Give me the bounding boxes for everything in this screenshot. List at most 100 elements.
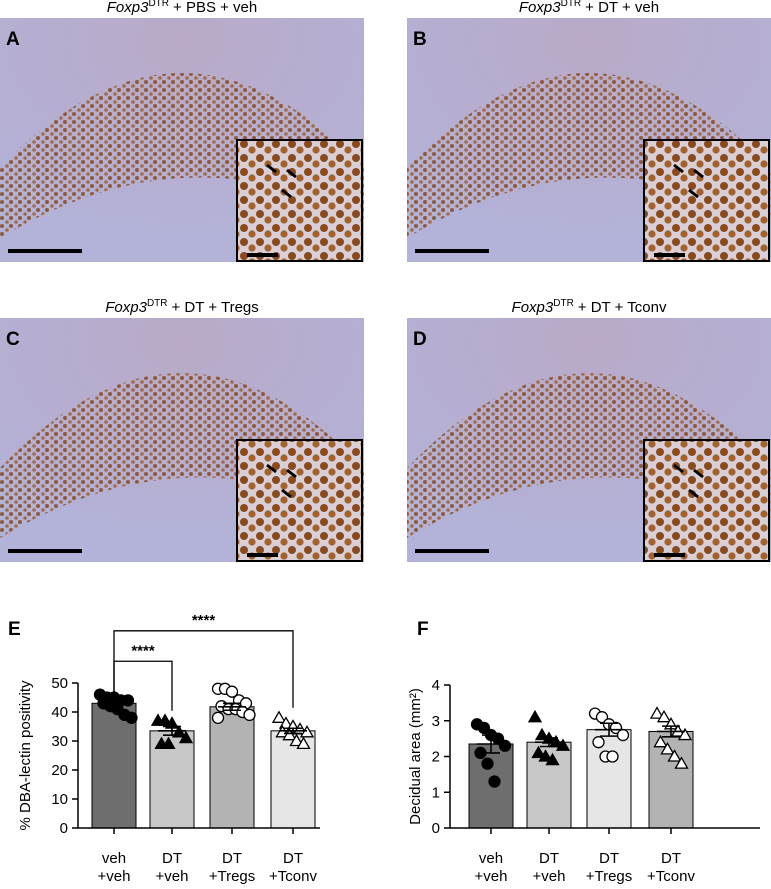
arrow: [266, 163, 277, 174]
superscript: DTR: [148, 0, 169, 9]
data-point: [178, 730, 194, 744]
y-tick-label: 1: [432, 784, 440, 801]
data-point: [606, 750, 619, 763]
error-bar: [657, 725, 685, 738]
y-tick-label: 0: [60, 820, 68, 837]
data-point: [649, 706, 665, 719]
x-tick-label: +veh: [156, 868, 189, 885]
panel-letter: A: [6, 29, 20, 50]
data-point: [531, 745, 546, 759]
data-point: [243, 708, 256, 722]
decidua-region: [407, 73, 771, 238]
x-tick-label: +veh: [98, 868, 131, 885]
data-point: [653, 734, 668, 748]
data-point: [271, 710, 287, 723]
x-tick-label: +Tregs: [586, 868, 633, 885]
x-tick-label: +Tconv: [269, 868, 317, 885]
panel-letter: B: [413, 29, 427, 50]
arrow: [281, 188, 292, 199]
chart: E% DBA-lectin positivity 01020304050veh+v…: [8, 612, 320, 885]
decidua-region: [407, 373, 771, 538]
y-tick-label: 40: [51, 704, 68, 721]
x-tick-label: +veh: [533, 868, 566, 885]
y-tick-label: 30: [51, 733, 68, 750]
superscript: DTR: [147, 298, 168, 309]
x-tick-label: +Tconv: [647, 868, 695, 885]
superscript: DTR: [561, 0, 582, 9]
inset: [236, 439, 363, 562]
error-bar: [477, 734, 505, 754]
x-tick-label: DT: [162, 850, 182, 867]
data-point: [121, 694, 135, 707]
error-bar: [535, 737, 563, 748]
inset: [643, 439, 770, 562]
data-point: [498, 739, 512, 752]
y-tick-label: 4: [432, 677, 440, 694]
arrow: [281, 488, 292, 499]
data-point: [527, 709, 543, 723]
condition: + DT + veh: [585, 0, 659, 16]
panel-letter: E: [8, 619, 21, 640]
gene: Foxp3: [105, 299, 147, 316]
panel-title: Foxp3DTR + DT + Tregs: [105, 298, 259, 316]
x-tick-label: DT: [661, 850, 681, 867]
data-point: [225, 685, 239, 698]
y-axis-label: % DBA-lectin positivity: [17, 680, 34, 831]
gene: Foxp3: [519, 0, 561, 16]
data-point: [289, 733, 304, 747]
data-point: [592, 736, 605, 749]
y-tick-label: 3: [432, 713, 440, 730]
error-bar: [100, 699, 128, 708]
panel-letter: C: [6, 329, 20, 350]
panel-letter: D: [413, 329, 427, 350]
panel-title: Foxp3DTR + PBS + veh: [107, 0, 258, 16]
data-point: [677, 727, 693, 741]
bar: [648, 730, 694, 829]
micrograph-panel: A Foxp3DTR + PBS + veh: [0, 0, 364, 262]
data-point: [157, 713, 173, 726]
error-bar: [218, 702, 246, 712]
y-tick-label: 0: [432, 820, 440, 837]
condition: + PBS + veh: [173, 0, 257, 16]
significance-label: ****: [192, 612, 216, 629]
micrograph-panel: D Foxp3DTR + DT + Tconv: [407, 298, 771, 562]
condition: + DT + Tconv: [578, 299, 667, 316]
data-point: [282, 727, 297, 741]
y-tick-label: 50: [51, 675, 68, 692]
data-point: [545, 752, 560, 766]
inset: [643, 139, 770, 262]
arrow: [673, 463, 684, 474]
panel-title: Foxp3DTR + DT + Tconv: [512, 298, 667, 316]
arrow: [688, 488, 699, 499]
significance-bracket: [113, 630, 294, 708]
data-point: [534, 727, 550, 741]
data-point: [667, 749, 682, 762]
panel-letter: F: [417, 619, 429, 640]
data-point: [616, 728, 630, 742]
y-tick-label: 2: [432, 749, 440, 766]
data-point: [161, 736, 176, 750]
error-bar: [279, 727, 307, 735]
panel-title: Foxp3DTR + DT + veh: [519, 0, 659, 16]
arrow: [693, 468, 704, 479]
error-bar: [158, 725, 186, 736]
arrow: [286, 168, 297, 179]
arrow: [673, 163, 684, 174]
data-point: [538, 749, 553, 762]
condition: + DT + Tregs: [172, 299, 259, 316]
bar: [209, 706, 255, 829]
data-point: [674, 756, 689, 769]
x-tick-label: +veh: [475, 868, 508, 885]
x-tick-label: veh: [479, 850, 503, 867]
decidua-region: [0, 373, 364, 538]
x-tick-label: DT: [599, 850, 619, 867]
x-tick-label: +Tregs: [209, 868, 256, 885]
data-point: [488, 775, 501, 788]
data-point: [481, 757, 494, 770]
x-tick-label: DT: [283, 850, 303, 867]
gene: Foxp3: [107, 0, 149, 16]
arrow: [266, 463, 277, 474]
error-bar: [595, 722, 623, 737]
micrograph-panel: B Foxp3DTR + DT + veh: [407, 0, 771, 262]
